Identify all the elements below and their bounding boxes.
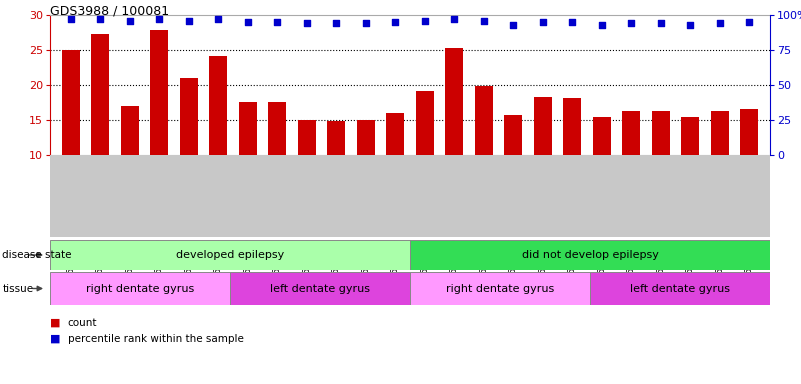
Bar xyxy=(239,103,256,225)
Bar xyxy=(121,106,139,225)
Point xyxy=(94,16,107,22)
Point xyxy=(595,22,608,28)
Point xyxy=(300,20,313,26)
Text: ■: ■ xyxy=(50,318,61,328)
Point xyxy=(477,18,490,24)
Point xyxy=(566,19,578,25)
Text: left dentate gyrus: left dentate gyrus xyxy=(270,283,370,293)
Bar xyxy=(151,30,168,225)
Text: did not develop epilepsy: did not develop epilepsy xyxy=(521,250,658,260)
Text: ■: ■ xyxy=(50,334,61,344)
Text: disease state: disease state xyxy=(2,250,72,260)
Point xyxy=(654,20,667,26)
Bar xyxy=(475,86,493,225)
Text: percentile rank within the sample: percentile rank within the sample xyxy=(67,334,244,344)
Bar xyxy=(534,97,552,225)
Text: developed epilepsy: developed epilepsy xyxy=(176,250,284,260)
Point xyxy=(241,19,254,25)
Text: GDS3988 / 100081: GDS3988 / 100081 xyxy=(50,5,169,18)
Bar xyxy=(180,78,198,225)
Bar xyxy=(410,272,590,305)
Text: count: count xyxy=(67,318,97,328)
Text: left dentate gyrus: left dentate gyrus xyxy=(630,283,730,293)
Bar xyxy=(410,240,770,270)
Bar xyxy=(50,272,230,305)
Point xyxy=(418,18,431,24)
Bar xyxy=(50,240,410,270)
Point xyxy=(684,22,697,28)
Bar xyxy=(209,56,227,225)
Text: tissue: tissue xyxy=(2,283,34,293)
Bar xyxy=(268,103,286,225)
Bar xyxy=(505,115,522,225)
Point xyxy=(448,16,461,22)
Text: right dentate gyrus: right dentate gyrus xyxy=(86,283,194,293)
Bar xyxy=(386,113,404,225)
Point xyxy=(388,19,401,25)
Bar xyxy=(711,111,729,225)
Point xyxy=(625,20,638,26)
Bar xyxy=(328,121,345,225)
Bar xyxy=(62,50,79,225)
Point xyxy=(507,22,520,28)
Bar xyxy=(91,34,109,225)
Point xyxy=(537,19,549,25)
Bar xyxy=(593,117,610,225)
Bar xyxy=(445,48,463,225)
Point xyxy=(330,20,343,26)
Bar xyxy=(298,120,316,225)
Text: right dentate gyrus: right dentate gyrus xyxy=(446,283,554,293)
Point xyxy=(211,16,224,22)
Bar xyxy=(682,117,699,225)
Point xyxy=(271,19,284,25)
Bar xyxy=(590,272,770,305)
Point xyxy=(153,16,166,22)
Bar xyxy=(357,120,375,225)
Point xyxy=(743,19,756,25)
Point xyxy=(123,18,136,24)
Bar xyxy=(230,272,410,305)
Bar xyxy=(622,111,640,225)
Bar xyxy=(563,98,582,225)
Point xyxy=(64,16,77,22)
Bar xyxy=(416,91,433,225)
Point xyxy=(714,20,727,26)
Point xyxy=(183,18,195,24)
Bar xyxy=(740,109,759,225)
Bar xyxy=(652,111,670,225)
Point xyxy=(360,20,372,26)
